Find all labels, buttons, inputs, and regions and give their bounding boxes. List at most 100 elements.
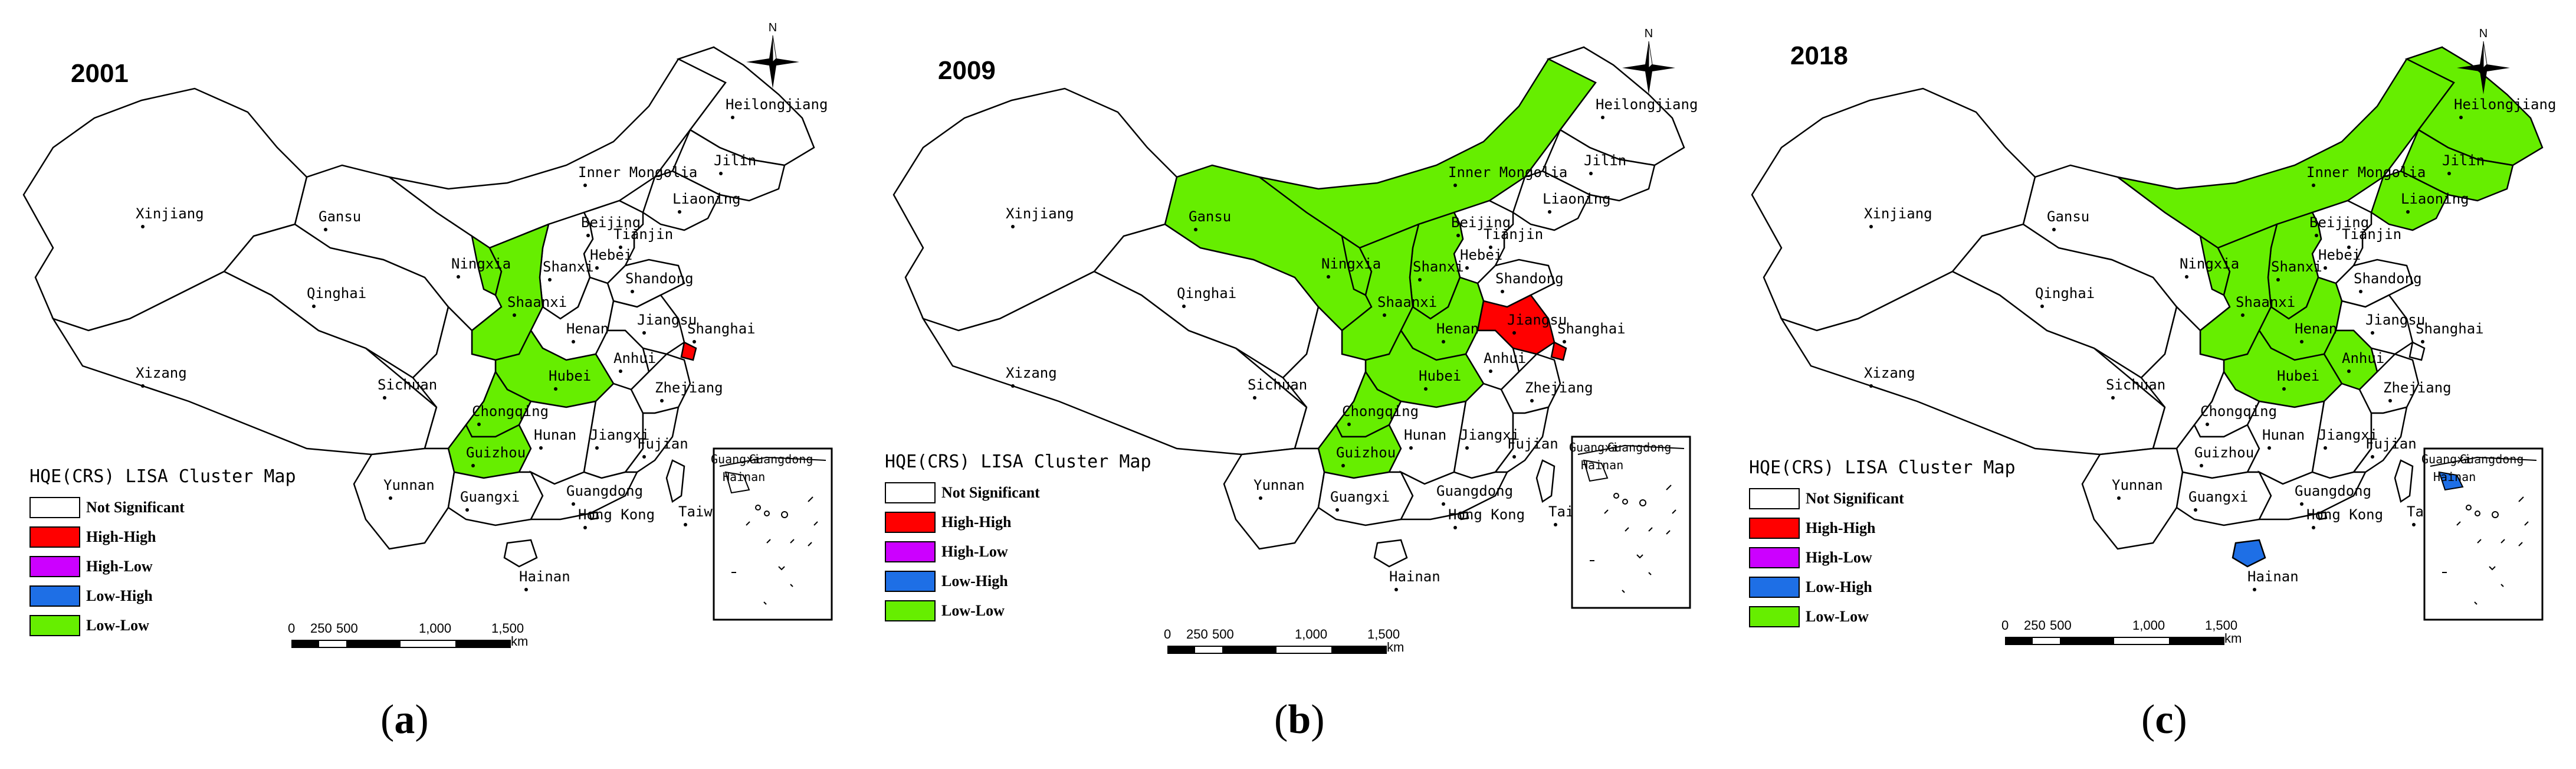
province-label: Hong Kong	[2306, 506, 2383, 523]
svg-text:N: N	[1645, 27, 1653, 40]
province-taiwan	[2394, 459, 2414, 503]
legend-swatch	[1749, 547, 1800, 568]
inset-hainan-low-high	[2438, 471, 2464, 491]
province-label: Beijing	[581, 214, 641, 231]
capital-dot	[660, 399, 664, 403]
province-label: Hebei	[2318, 247, 2361, 263]
province-label: Guangdong	[566, 483, 643, 499]
capital-dot	[684, 523, 687, 526]
capital-dot	[1453, 184, 1457, 187]
province-label: Zhejiang	[2383, 379, 2452, 396]
capital-dot	[2459, 116, 2463, 119]
capital-dot	[389, 496, 392, 500]
map-panel-2001: Xinjiang Xizang Qinghai Gansu Inner Mongolia…	[0, 0, 858, 769]
inset-label: Guangdong	[1607, 440, 1671, 454]
legend-swatch	[885, 482, 936, 503]
province-label: Shandong	[2354, 270, 2422, 287]
capital-dot	[2206, 423, 2209, 426]
capital-dot	[1383, 313, 1386, 317]
province-label: Henan	[566, 320, 609, 337]
province-label: Inner Mongolia	[578, 164, 697, 181]
capital-dot	[595, 266, 599, 270]
capital-dot	[572, 502, 575, 506]
capital-dot	[1424, 387, 1428, 391]
province-label: Guangdong	[2295, 483, 2371, 499]
legend-title: HQE(CRS) LISA Cluster Map	[29, 466, 296, 487]
svg-text:N: N	[769, 21, 777, 34]
capital-dot	[2388, 399, 2392, 403]
legend-swatch	[885, 571, 936, 592]
province-label: Shaanxi	[507, 294, 567, 310]
capital-dot	[2421, 340, 2424, 343]
province-shanghai	[2408, 341, 2426, 361]
capital-dot	[719, 172, 723, 175]
capital-dot	[2359, 290, 2362, 293]
province-label: Zhejiang	[1525, 379, 1593, 396]
province-label: Beijing	[1451, 214, 1511, 231]
province-label: Liaoning	[2401, 191, 2469, 207]
province-label: Heilongjiang	[2454, 96, 2556, 113]
province-label: Jiangxi	[2318, 427, 2378, 443]
capital-dot	[2347, 369, 2351, 373]
legend-item-high-low: High-Low	[1749, 546, 1872, 570]
legend-item-low-low: Low-Low	[885, 599, 1005, 623]
capital-dot	[477, 423, 481, 426]
capital-dot	[1259, 496, 1262, 500]
capital-dot	[2447, 172, 2451, 175]
capital-dot	[1512, 455, 1516, 459]
province-label: Chongqing	[2200, 403, 2277, 420]
inset-label: Guangxi	[711, 452, 760, 466]
province-label: Jilin	[1584, 152, 1626, 169]
province-label: Jiangsu	[1507, 312, 1567, 328]
capital-dot	[583, 184, 587, 187]
capital-dot	[731, 116, 734, 119]
capital-dot	[1418, 278, 1422, 282]
province-label: Heilongjiang	[726, 96, 828, 113]
capital-dot	[1489, 246, 1492, 249]
province-label: Xizang	[1006, 365, 1057, 381]
legend-item-not-significant: Not Significant	[885, 481, 1040, 505]
capital-dot	[383, 396, 386, 400]
province-label: Zhejiang	[655, 379, 723, 396]
province-label: Shandong	[625, 270, 694, 287]
capital-dot	[1347, 423, 1351, 426]
scale-bar	[291, 640, 511, 648]
legend-swatch	[885, 512, 936, 533]
capital-dot	[595, 446, 599, 450]
province-label: Hebei	[1460, 247, 1502, 263]
legend-item-high-low: High-Low	[29, 555, 153, 578]
province-label: Sichuan	[1248, 377, 1307, 393]
province-label: Liaoning	[672, 191, 741, 207]
province-label: Hunan	[2262, 427, 2305, 443]
province-hainan	[2232, 539, 2266, 568]
capital-dot	[1869, 384, 1873, 388]
capital-dot	[141, 225, 145, 228]
panel-caption: (a)	[380, 697, 429, 742]
capital-dot	[141, 384, 145, 388]
province-taiwan	[1535, 459, 1556, 503]
capital-dot	[2371, 331, 2374, 335]
province-label: Shanxi	[543, 258, 594, 275]
province-label: Anhui	[613, 350, 656, 366]
year-label: 2001	[71, 59, 129, 88]
scale-bar	[1167, 646, 1387, 654]
map-panel-2009: Xinjiang Xizang Qinghai Gansu Inner Mongolia…	[870, 0, 1728, 769]
province-taiwan	[665, 459, 685, 503]
province-shanghai	[1550, 341, 1567, 361]
capital-dot	[2276, 278, 2280, 282]
capital-dot	[2052, 228, 2056, 231]
province-label: Guangxi	[2188, 489, 2248, 505]
province-hainan	[1373, 539, 1408, 568]
inset-label: Hainan	[1581, 458, 1623, 472]
capital-dot	[619, 369, 622, 373]
province-label: Qinghai	[2035, 285, 2095, 302]
province-label: Hubei	[1419, 368, 1461, 384]
inset-box: Guangxi Guangdong Hainan	[2421, 447, 2544, 621]
capital-dot	[2111, 396, 2115, 400]
svg-text:N: N	[2479, 27, 2488, 40]
province-label: Jiangxi	[590, 427, 649, 443]
province-label: Shanghai	[1557, 320, 1626, 337]
legend-title: HQE(CRS) LISA Cluster Map	[885, 451, 1151, 472]
province-label: Chongqing	[1342, 403, 1419, 420]
capital-dot	[1563, 340, 1566, 343]
